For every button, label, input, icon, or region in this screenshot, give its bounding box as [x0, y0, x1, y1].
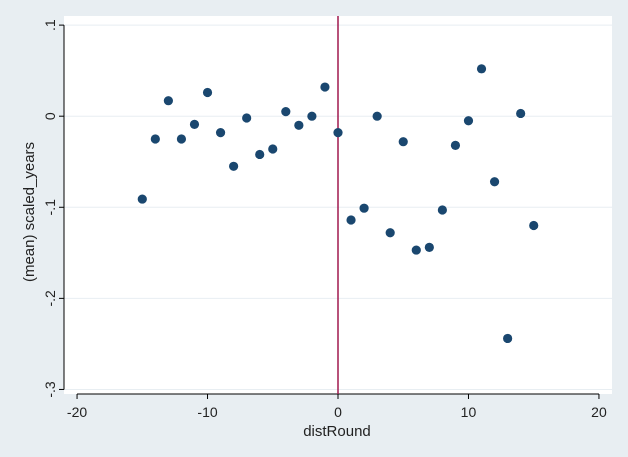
data-point-7 [229, 161, 239, 171]
y-tick-label-1: -.2 [42, 290, 58, 307]
data-point-8 [242, 113, 252, 123]
data-point-28 [503, 333, 513, 344]
data-point-15 [333, 127, 343, 138]
x-tick-label-1: -10 [197, 404, 217, 420]
x-tick-label-4: 20 [591, 404, 607, 420]
data-point-13 [307, 111, 317, 121]
data-point-21 [411, 245, 421, 255]
data-point-25 [463, 116, 474, 126]
data-point-20 [398, 137, 408, 147]
data-point-27 [489, 177, 500, 187]
data-point-30 [529, 220, 539, 231]
data-point-4 [189, 119, 200, 129]
data-point-18 [372, 111, 382, 121]
data-point-11 [281, 107, 291, 117]
data-point-1 [150, 134, 160, 144]
data-point-10 [268, 144, 278, 154]
data-point-14 [320, 82, 330, 92]
data-point-5 [202, 87, 213, 98]
data-point-2 [163, 96, 173, 106]
data-point-16 [346, 215, 356, 225]
x-axis-title: distRound [303, 423, 371, 440]
y-axis-title: (mean) scaled_years [21, 142, 38, 282]
y-tick-label-2: -.1 [42, 199, 58, 216]
y-axis-ticks: -.3 -.2 -.1 0 .1 [42, 19, 64, 398]
data-point-0 [137, 194, 147, 204]
y-tick-label-3: 0 [42, 112, 58, 120]
data-point-12 [294, 120, 304, 130]
data-point-19 [385, 228, 395, 238]
y-tick-label-4: .1 [42, 19, 58, 31]
data-point-29 [516, 108, 526, 119]
data-points [137, 64, 539, 344]
data-point-23 [437, 205, 447, 215]
data-point-3 [176, 134, 187, 144]
data-point-26 [476, 64, 487, 74]
data-point-22 [424, 242, 434, 252]
x-axis-ticks: -20 -10 0 10 20 [67, 394, 607, 420]
y-tick-label-0: -.3 [42, 381, 58, 398]
x-tick-label-0: -20 [67, 404, 87, 420]
data-point-6 [215, 127, 226, 138]
x-tick-label-3: 10 [461, 404, 477, 420]
data-point-9 [255, 149, 265, 160]
data-point-24 [450, 140, 461, 150]
data-point-17 [359, 203, 369, 213]
x-tick-label-2: 0 [334, 404, 342, 420]
